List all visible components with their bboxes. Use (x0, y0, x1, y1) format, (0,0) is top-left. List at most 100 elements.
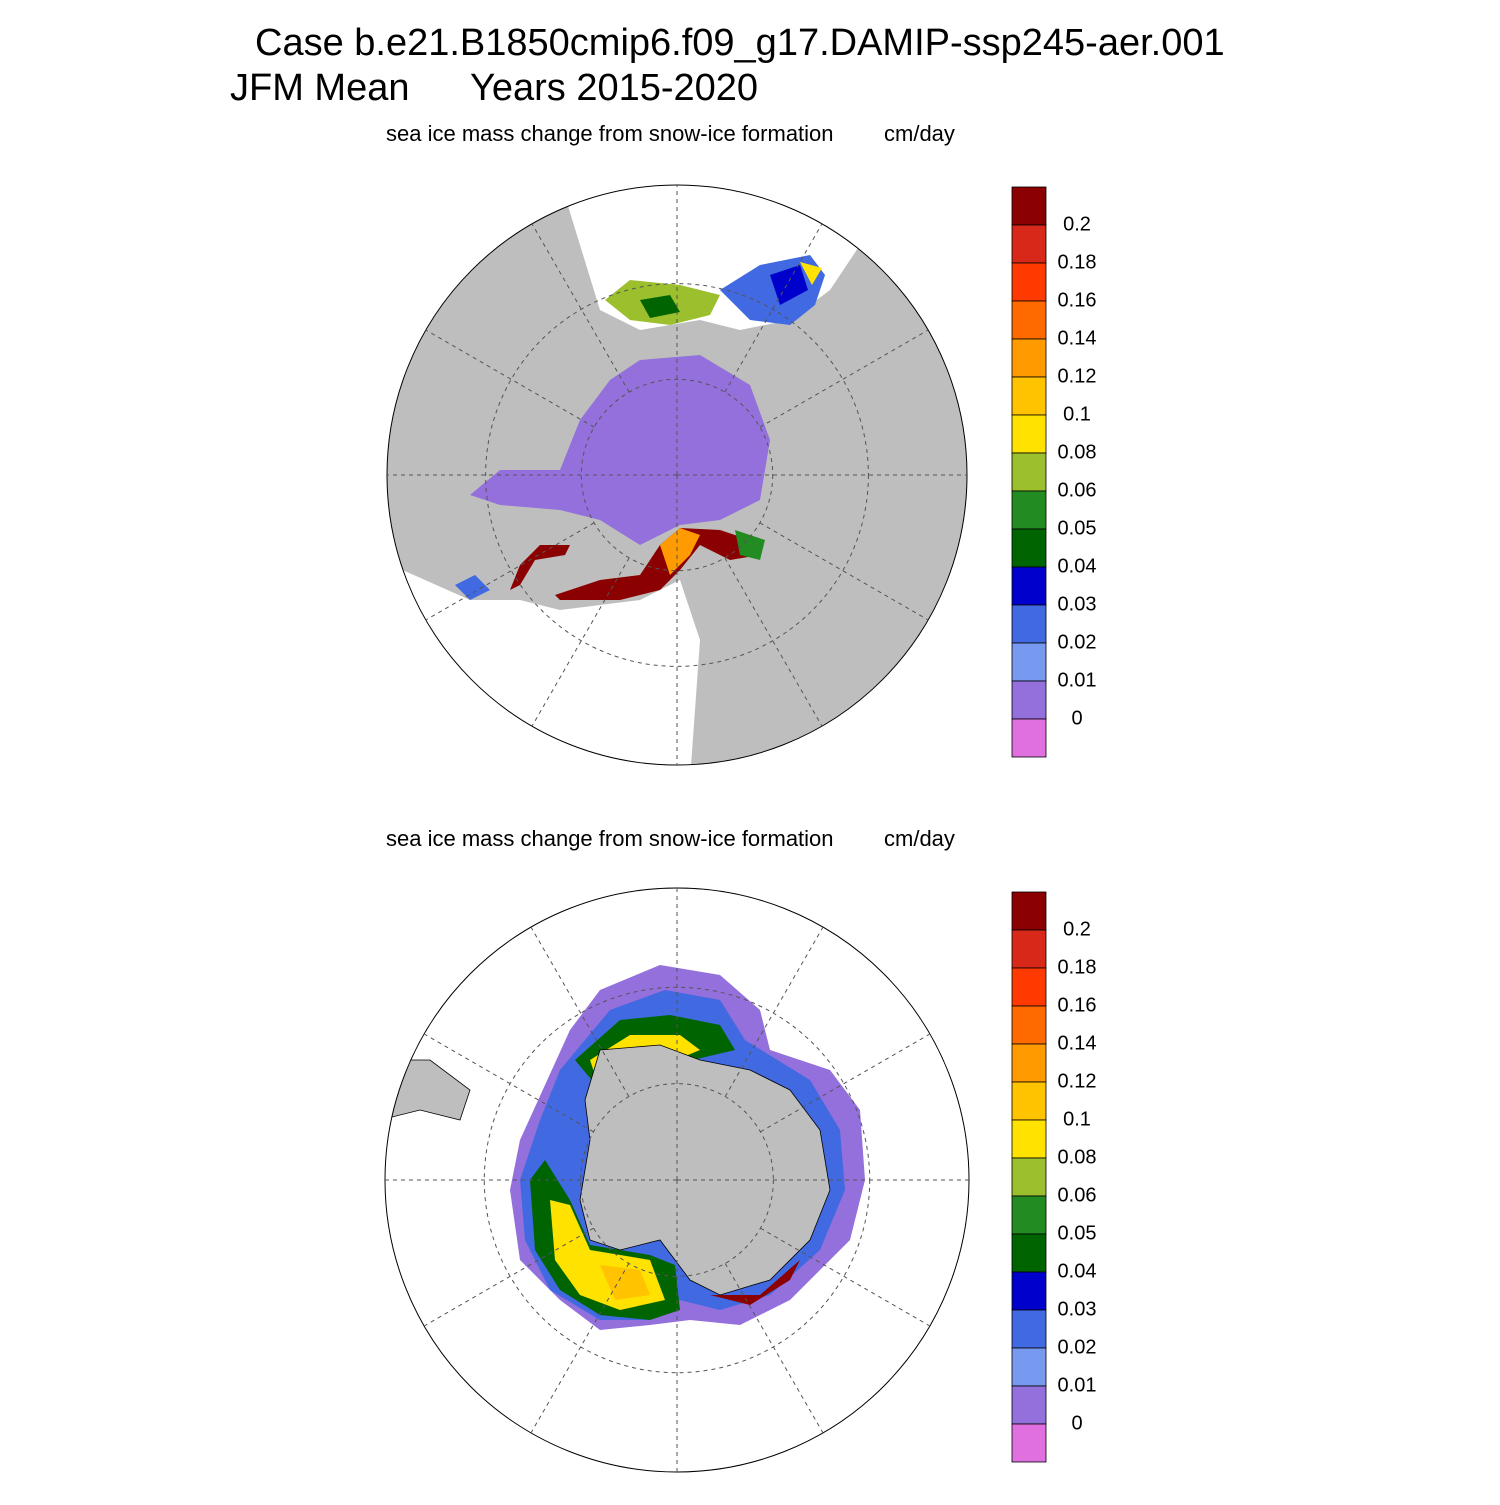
colorbar-label: 0.02 (1058, 1336, 1097, 1358)
colorbar-label: 0.01 (1058, 1374, 1097, 1396)
colorbar-box (1011, 1233, 1047, 1273)
sea-ice (455, 575, 490, 600)
colorbar-label: 0.06 (1058, 1184, 1097, 1206)
colorbar-label: 0.01 (1058, 669, 1097, 691)
colorbar-box (1011, 338, 1047, 378)
north-map (387, 185, 967, 765)
colorbar-box (1011, 300, 1047, 340)
colorbar-label: 0.04 (1058, 1260, 1097, 1282)
colorbar-label: 0.16 (1058, 289, 1097, 311)
longitude-line (760, 1033, 931, 1133)
longitude-line (724, 223, 823, 393)
colorbar-label: 0.08 (1058, 1146, 1097, 1168)
colorbar-label: 0.12 (1058, 1070, 1097, 1092)
colorbar-box (1011, 1347, 1047, 1387)
sea-ice (710, 1260, 800, 1305)
colorbar-label: 0.2 (1063, 213, 1091, 235)
longitude-line (759, 329, 929, 428)
colorbar-label: 0.06 (1058, 479, 1097, 501)
panel-units: cm/day (884, 826, 955, 851)
colorbar-box (1011, 642, 1047, 682)
colorbar-box (1011, 452, 1047, 492)
colorbar-label: 0.16 (1058, 994, 1097, 1016)
colorbar-label: 0.02 (1058, 631, 1097, 653)
longitude-line (724, 926, 824, 1097)
sea-ice (510, 545, 570, 590)
colorbar-label: 0.18 (1058, 251, 1097, 273)
colorbar-label: 0 (1071, 707, 1082, 729)
colorbar-box (1011, 891, 1047, 931)
colorbar-box (1011, 1005, 1047, 1045)
map-grid (387, 185, 967, 765)
longitude-line (425, 522, 595, 621)
sea-ice (735, 530, 765, 560)
colorbar-label: 0.03 (1058, 593, 1097, 615)
colorbar-label: 0.2 (1063, 918, 1091, 940)
colorbar-box (1011, 490, 1047, 530)
latitude-circle (485, 283, 869, 667)
colorbar-label: 0.08 (1058, 441, 1097, 463)
colorbar-label: 0.14 (1058, 327, 1097, 349)
latitude-circle (580, 378, 774, 572)
years-title: Years 2015-2020 (470, 67, 758, 109)
colorbar-box (1011, 1119, 1047, 1159)
colorbar-box (1011, 718, 1047, 758)
longitude-line (724, 557, 823, 727)
longitude-line (530, 926, 630, 1097)
colorbar-label: 0.18 (1058, 956, 1097, 978)
sea-ice (660, 528, 700, 575)
colorbar-box (1011, 1157, 1047, 1197)
sea-ice (640, 295, 680, 318)
colorbar-box (1011, 1081, 1047, 1121)
longitude-line (530, 1263, 630, 1434)
colorbar-box (1011, 262, 1047, 302)
colorbar-label: 0.1 (1063, 403, 1091, 425)
colorbar-label: 0.05 (1058, 1222, 1097, 1244)
colorbar-label: 0.1 (1063, 1108, 1091, 1130)
season-title: JFM Mean (230, 67, 409, 109)
colorbar-box (1011, 929, 1047, 969)
colorbar: 0.2 0.18 0.16 0.14 0.12 0.1 0.08 0.06 0.05 0.04 0.… (1011, 186, 1097, 758)
colorbar-box (1011, 186, 1047, 226)
colorbar-box (1011, 1309, 1047, 1349)
panel-subtitle: sea ice mass change from snow-ice format… (386, 826, 834, 851)
colorbar-box (1011, 1385, 1047, 1425)
colorbar-label: 0.04 (1058, 555, 1097, 577)
colorbar-box (1011, 414, 1047, 454)
colorbar-box (1011, 680, 1047, 720)
colorbar-label: 0.03 (1058, 1298, 1097, 1320)
colorbar-box (1011, 528, 1047, 568)
colorbar-label: 0 (1071, 1412, 1082, 1434)
colorbar-box (1011, 1271, 1047, 1311)
longitude-line (724, 1263, 824, 1434)
sea-ice (800, 262, 822, 285)
colorbar-label: 0.12 (1058, 365, 1097, 387)
colorbar-box (1011, 604, 1047, 644)
longitude-line (759, 522, 929, 621)
panel-subtitle: sea ice mass change from snow-ice format… (386, 121, 834, 146)
panel-units: cm/day (884, 121, 955, 146)
colorbar-box (1011, 376, 1047, 416)
longitude-line (423, 1227, 594, 1327)
sea-ice (770, 265, 808, 305)
sea-ice (555, 528, 760, 600)
case-title: Case b.e21.B1850cmip6.f09_g17.DAMIP-ssp2… (255, 22, 1225, 64)
colorbar-box (1011, 566, 1047, 606)
map-grid (385, 888, 969, 1472)
longitude-line (531, 223, 630, 393)
colorbar: 0.2 0.18 0.16 0.14 0.12 0.1 0.08 0.06 0.05 0.04 0.… (1011, 891, 1097, 1463)
colorbar-label: 0.14 (1058, 1032, 1097, 1054)
longitude-line (531, 557, 630, 727)
colorbar-box (1011, 967, 1047, 1007)
colorbar-box (1011, 1195, 1047, 1235)
longitude-line (425, 329, 595, 428)
longitude-line (423, 1033, 594, 1133)
colorbar-box (1011, 1423, 1047, 1463)
colorbar-label: 0.05 (1058, 517, 1097, 539)
longitude-line (760, 1227, 931, 1327)
colorbar-box (1011, 224, 1047, 264)
arctic-ice (470, 355, 770, 545)
land (387, 185, 590, 330)
colorbar-box (1011, 1043, 1047, 1083)
